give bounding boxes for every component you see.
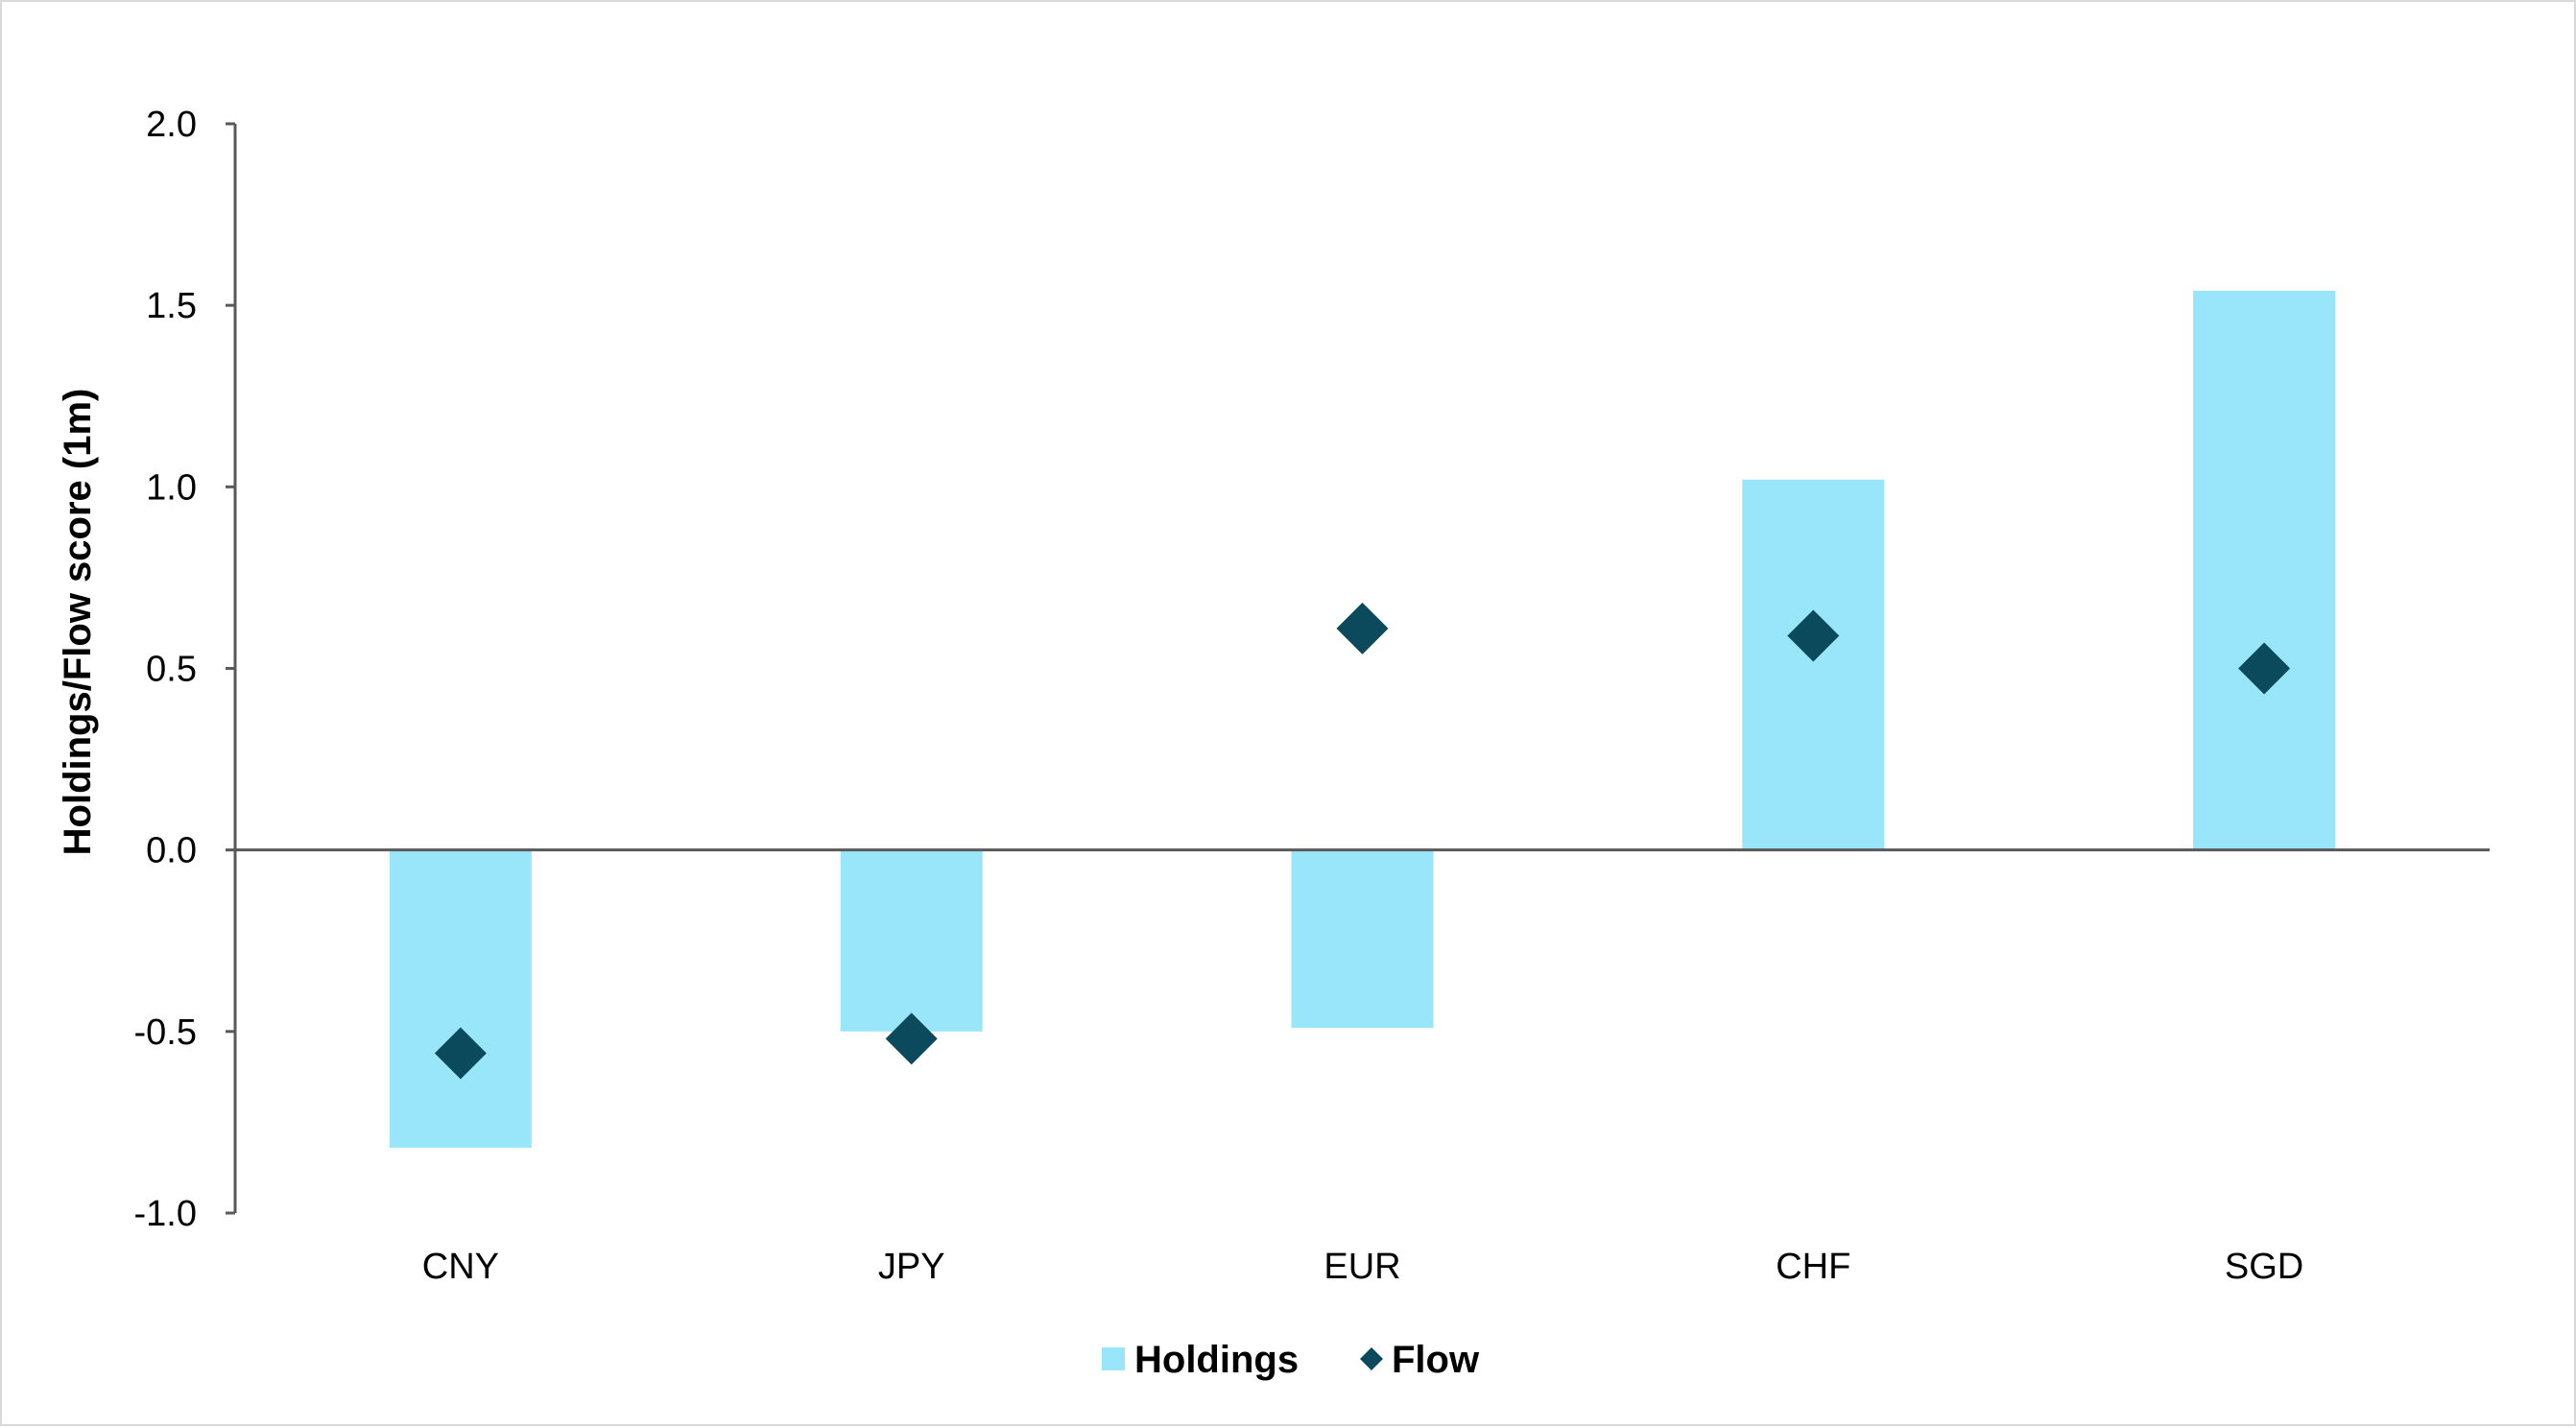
flow-marker-cny bbox=[434, 1027, 487, 1080]
legend-swatch-flow bbox=[1360, 1347, 1383, 1370]
flow-marker-eur bbox=[1336, 602, 1389, 654]
legend-label-flow: Flow bbox=[1392, 1339, 1480, 1381]
flow-markers bbox=[434, 602, 2291, 1080]
y-tick-label: 2.0 bbox=[146, 105, 197, 145]
y-tick-label: 1.0 bbox=[146, 467, 197, 508]
y-tick-label: 0.5 bbox=[146, 650, 197, 690]
x-tick-label: JPY bbox=[878, 1247, 945, 1287]
flow-marker-sgd bbox=[2238, 642, 2291, 695]
x-tick-label: CHF bbox=[1776, 1247, 1850, 1287]
flow-marker-chf bbox=[1787, 609, 1840, 662]
y-axis-title: Holdings/Flow score (1m) bbox=[57, 389, 99, 856]
axes bbox=[226, 122, 2490, 1215]
y-tick-label: -0.5 bbox=[134, 1012, 197, 1053]
legend-swatch-holdings bbox=[1102, 1347, 1125, 1370]
flow-marker-jpy bbox=[885, 1012, 938, 1065]
holdings-bars bbox=[389, 291, 2336, 1148]
holdings-bar-sgd bbox=[2193, 291, 2336, 850]
legend-label-holdings: Holdings bbox=[1134, 1339, 1299, 1381]
tick-labels: 2.0 1.5 1.0 0.5 0.0 -0.5 -1.0 CNY JPY EUR CHF SGD bbox=[134, 105, 2304, 1287]
x-tick-label: CNY bbox=[422, 1247, 499, 1287]
holdings-bar-cny bbox=[389, 849, 532, 1148]
holdings-bar-eur bbox=[1291, 849, 1434, 1029]
legend: Holdings Flow bbox=[1102, 1339, 1480, 1381]
x-tick-label: EUR bbox=[1324, 1247, 1400, 1287]
y-tick-label: 0.0 bbox=[146, 831, 197, 871]
y-tick-label: 1.5 bbox=[146, 286, 197, 326]
y-tick-label: -1.0 bbox=[134, 1194, 197, 1234]
holdings-bar-chf bbox=[1742, 479, 1885, 850]
holdings-bar-jpy bbox=[840, 849, 983, 1032]
x-tick-label: SGD bbox=[2225, 1247, 2303, 1287]
